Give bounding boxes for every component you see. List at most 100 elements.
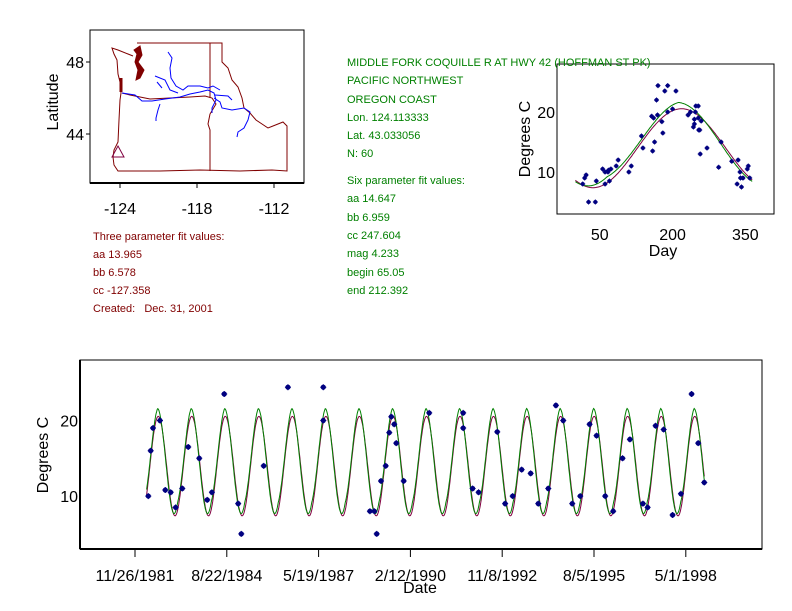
seasonal-data-point	[747, 175, 753, 181]
timeseries-data-point	[660, 426, 667, 433]
three-param-bb: bb 6.578	[93, 267, 136, 279]
timeseries-data-point	[518, 466, 525, 473]
map-x-tick-label: -112	[259, 201, 290, 218]
point-cross	[600, 166, 606, 172]
timeseries-y-tick-label: 10	[60, 489, 78, 506]
seasonal-data-point	[685, 112, 691, 118]
point-cross	[569, 500, 576, 507]
station-longitude: Lon. 124.113333	[347, 112, 429, 124]
timeseries-data-point	[469, 485, 476, 492]
point-cross	[378, 477, 385, 484]
timeseries-x-tick-label: 5/1/1998	[655, 568, 717, 585]
timeseries-data-point	[475, 489, 482, 496]
seasonal-data-point	[735, 157, 741, 163]
point-cross	[654, 97, 660, 103]
map-x-tick-label: -124	[104, 201, 136, 218]
point-cross	[560, 417, 567, 424]
seasonal-y-tick-label: 20	[537, 105, 555, 122]
timeseries-x-tick-label: 8/22/1984	[191, 568, 262, 585]
timeseries-data-point	[669, 511, 676, 518]
point-cross	[729, 158, 735, 164]
point-cross	[654, 112, 660, 118]
station-latitude: Lat. 43.033056	[347, 130, 421, 142]
point-cross	[716, 164, 722, 170]
point-cross	[156, 417, 163, 424]
point-cross	[145, 493, 152, 500]
point-cross	[619, 455, 626, 462]
point-cross	[586, 199, 592, 205]
timeseries-data-point	[593, 432, 600, 439]
point-cross	[388, 413, 395, 420]
seasonal-data-point	[695, 103, 701, 109]
seasonal-data-point	[716, 164, 722, 170]
seasonal-data-point	[745, 163, 751, 169]
timeseries-data-point	[208, 489, 215, 496]
timeseries-data-point	[552, 402, 559, 409]
timeseries-data-point	[577, 493, 584, 500]
timeseries-data-point	[569, 500, 576, 507]
tributary	[156, 81, 163, 89]
state-outline	[111, 42, 288, 172]
point-cross	[391, 421, 398, 428]
point-cross	[260, 462, 267, 469]
timeseries-data-point	[162, 487, 169, 494]
timeseries-x-tick-label: 11/26/1981	[96, 568, 175, 585]
point-cross	[527, 470, 534, 477]
point-cross	[697, 127, 703, 133]
seasonal-data-point	[654, 112, 660, 118]
state-borders	[111, 42, 288, 172]
location-map: -124 -118 -112 48 44 Latitude	[45, 29, 305, 218]
seasonal-data-point	[649, 113, 655, 119]
seasonal-data-point	[660, 130, 666, 136]
point-cross	[469, 485, 476, 492]
point-cross	[652, 422, 659, 429]
timeseries-data-point	[371, 508, 378, 515]
timeseries-y-axis-label: Degrees C	[35, 417, 52, 493]
point-cross	[740, 175, 746, 181]
map-y-tick-label: 44	[66, 127, 84, 144]
timeseries-data-point	[426, 409, 433, 416]
point-cross	[704, 145, 710, 151]
timeseries-y-tick-label: 20	[60, 413, 78, 430]
point-cross	[669, 511, 676, 518]
point-cross	[638, 133, 644, 139]
seasonal-data-point	[734, 181, 740, 187]
seasonal-data-point	[628, 163, 634, 169]
point-cross	[535, 500, 542, 507]
timeseries-data-point	[535, 500, 542, 507]
point-cross	[545, 485, 552, 492]
point-cross	[593, 178, 599, 184]
point-cross	[208, 489, 215, 496]
seasonal-data-point	[640, 145, 646, 151]
timeseries-data-point	[320, 417, 327, 424]
timeseries-data-point	[221, 391, 228, 398]
point-cross	[747, 175, 753, 181]
timeseries-data-point	[391, 421, 398, 428]
timeseries-data-point	[238, 530, 245, 537]
point-cross	[593, 432, 600, 439]
timeseries-data-point	[167, 489, 174, 496]
point-cross	[592, 199, 598, 205]
map-y-tick-label: 48	[66, 55, 84, 72]
point-cross	[665, 83, 671, 89]
point-cross	[502, 500, 509, 507]
point-cross	[695, 115, 701, 121]
point-cross	[552, 402, 559, 409]
seasonal-x-axis-label: Day	[649, 243, 677, 260]
seasonal-data-point	[718, 139, 724, 145]
timeseries-data-point	[378, 477, 385, 484]
point-cross	[147, 447, 154, 454]
point-cross	[382, 462, 389, 469]
point-cross	[677, 490, 684, 497]
point-cross	[400, 477, 407, 484]
point-cross	[688, 391, 695, 398]
seasonal-y-tick-label: 10	[537, 165, 555, 182]
map-frame	[89, 29, 305, 184]
point-cross	[690, 124, 696, 130]
timeseries-data-point	[695, 440, 702, 447]
point-cross	[695, 103, 701, 109]
timeseries-frame	[79, 359, 763, 550]
point-cross	[582, 175, 588, 181]
point-cross	[659, 119, 665, 125]
